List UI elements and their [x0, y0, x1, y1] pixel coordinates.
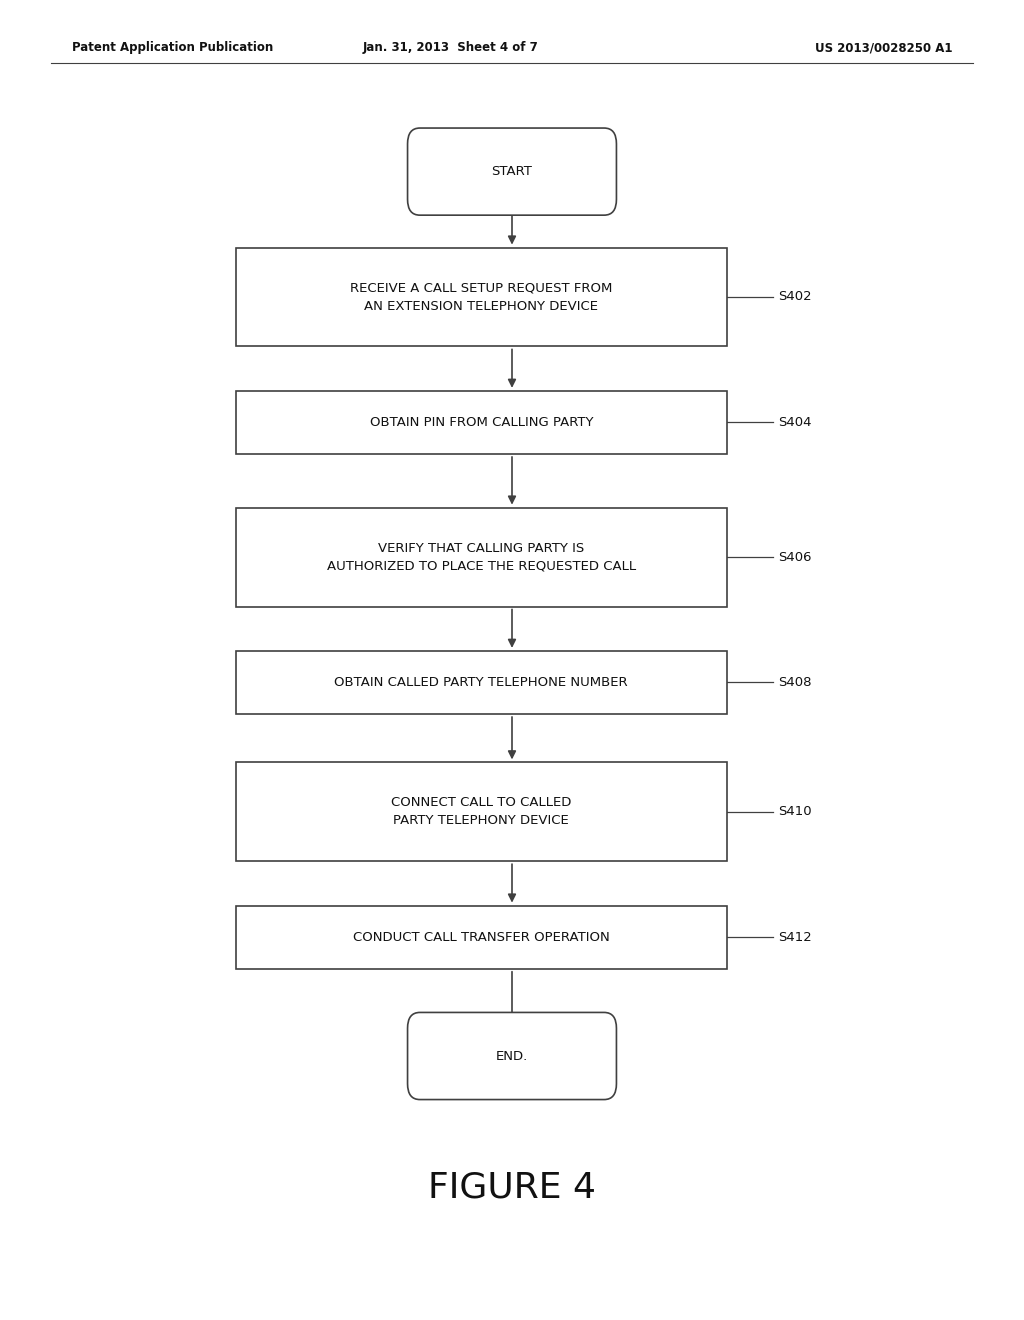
Text: US 2013/0028250 A1: US 2013/0028250 A1 — [815, 41, 952, 54]
Text: CONDUCT CALL TRANSFER OPERATION: CONDUCT CALL TRANSFER OPERATION — [353, 931, 609, 944]
Text: S402: S402 — [778, 290, 812, 304]
Text: S406: S406 — [778, 550, 812, 564]
Text: RECEIVE A CALL SETUP REQUEST FROM
AN EXTENSION TELEPHONY DEVICE: RECEIVE A CALL SETUP REQUEST FROM AN EXT… — [350, 281, 612, 313]
FancyBboxPatch shape — [236, 906, 727, 969]
FancyBboxPatch shape — [236, 508, 727, 607]
FancyBboxPatch shape — [236, 651, 727, 714]
Text: Jan. 31, 2013  Sheet 4 of 7: Jan. 31, 2013 Sheet 4 of 7 — [362, 41, 539, 54]
Text: Patent Application Publication: Patent Application Publication — [72, 41, 273, 54]
FancyBboxPatch shape — [408, 128, 616, 215]
FancyBboxPatch shape — [236, 762, 727, 861]
Text: OBTAIN PIN FROM CALLING PARTY: OBTAIN PIN FROM CALLING PARTY — [370, 416, 593, 429]
Text: FIGURE 4: FIGURE 4 — [428, 1171, 596, 1205]
Text: OBTAIN CALLED PARTY TELEPHONE NUMBER: OBTAIN CALLED PARTY TELEPHONE NUMBER — [335, 676, 628, 689]
Text: S412: S412 — [778, 931, 812, 944]
FancyBboxPatch shape — [236, 248, 727, 346]
FancyBboxPatch shape — [236, 391, 727, 454]
Text: VERIFY THAT CALLING PARTY IS
AUTHORIZED TO PLACE THE REQUESTED CALL: VERIFY THAT CALLING PARTY IS AUTHORIZED … — [327, 541, 636, 573]
Text: S410: S410 — [778, 805, 812, 818]
Text: S408: S408 — [778, 676, 812, 689]
Text: END.: END. — [496, 1049, 528, 1063]
FancyBboxPatch shape — [408, 1012, 616, 1100]
Text: CONNECT CALL TO CALLED
PARTY TELEPHONY DEVICE: CONNECT CALL TO CALLED PARTY TELEPHONY D… — [391, 796, 571, 828]
Text: START: START — [492, 165, 532, 178]
Text: S404: S404 — [778, 416, 812, 429]
